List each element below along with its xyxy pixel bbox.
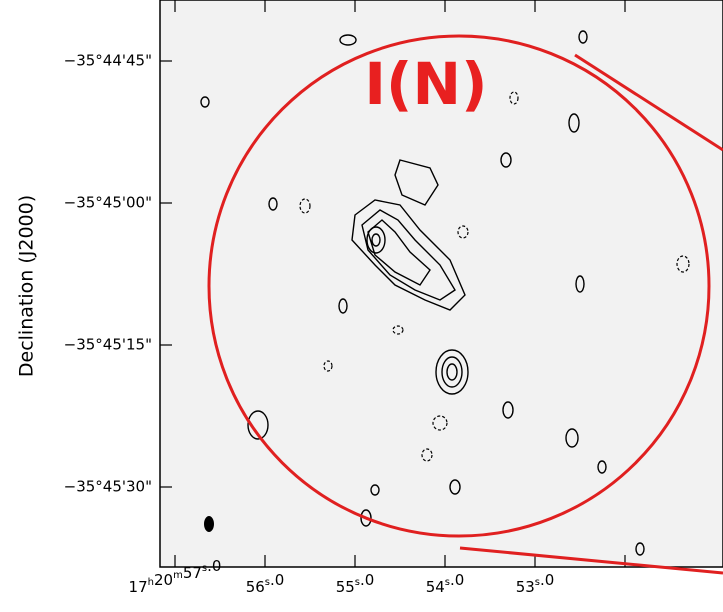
x-tick-part: 20 bbox=[154, 571, 173, 589]
x-tick-part: .0 bbox=[360, 571, 374, 589]
x-tick-part: 53 bbox=[516, 578, 535, 596]
x-tick-part: 57 bbox=[183, 564, 202, 582]
x-tick-part: 56 bbox=[246, 578, 265, 596]
x-tick-unit: m bbox=[173, 570, 183, 581]
x-tick-part: 17 bbox=[129, 578, 148, 596]
x-tick-part: .0 bbox=[270, 571, 284, 589]
panel-label: I(N) bbox=[364, 50, 487, 118]
x-tick-part: .0 bbox=[207, 557, 221, 575]
x-tick-part: .0 bbox=[540, 571, 554, 589]
slide: I(N) Declination (J2000) −35°44'45" −35°4… bbox=[0, 0, 723, 612]
y-tick-label: −35°45'15" bbox=[64, 336, 152, 354]
y-tick-label: −35°44'45" bbox=[64, 52, 152, 70]
x-tick-part: 55 bbox=[336, 578, 355, 596]
x-tick-part: .0 bbox=[450, 571, 464, 589]
x-tick-part: 54 bbox=[426, 578, 445, 596]
page: I(N) Declination (J2000) −35°44'45" −35°4… bbox=[0, 0, 723, 612]
y-tick-label: −35°45'30" bbox=[64, 478, 152, 496]
y-tick-label: −35°45'00" bbox=[64, 194, 152, 212]
y-axis-title: Declination (J2000) bbox=[16, 195, 38, 377]
